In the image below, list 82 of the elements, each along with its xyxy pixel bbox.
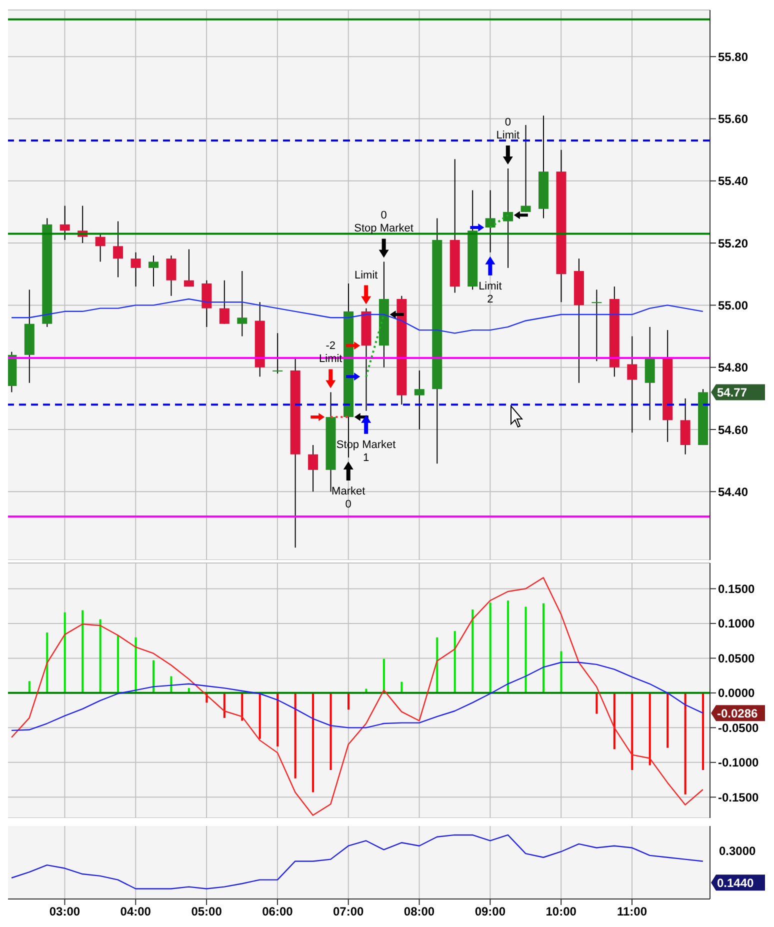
bar — [648, 692, 651, 766]
x-tick-label: 04:00 — [120, 904, 152, 919]
bar — [560, 651, 562, 693]
candlestick — [237, 270, 248, 337]
candlestick — [166, 254, 176, 296]
candlestick — [148, 254, 158, 288]
bar — [596, 692, 598, 714]
y-tick-label: -0.1000 — [718, 756, 760, 770]
bar — [454, 631, 456, 693]
candlestick — [113, 220, 124, 278]
candlestick — [272, 332, 283, 374]
x-tick-label: 09:00 — [474, 904, 506, 919]
annotation: Market 0 — [332, 485, 366, 510]
candlestick — [184, 248, 194, 288]
x-tick-label: 08:00 — [404, 904, 435, 919]
line-series — [10, 662, 704, 732]
annotation: Limit — [354, 269, 378, 282]
bar — [28, 681, 30, 693]
text: 0.1440 — [717, 876, 754, 890]
candlestick — [414, 370, 424, 430]
x-tick-label: 07:00 — [333, 904, 364, 919]
bar — [524, 606, 527, 693]
x-tick-label: 03:00 — [49, 904, 80, 919]
y-tick-label: 54.40 — [718, 484, 748, 499]
y-tick-label: 54.60 — [718, 422, 748, 437]
bar — [382, 658, 385, 693]
y-tick-label: 0.0000 — [718, 686, 756, 700]
annotation: Limit 2 — [478, 280, 502, 306]
x-tick-label: 05:00 — [191, 904, 222, 919]
candlestick — [60, 205, 70, 240]
bar — [666, 692, 669, 748]
bar — [613, 692, 616, 750]
bar — [82, 610, 84, 693]
candlestick — [503, 168, 514, 268]
candlestick — [592, 289, 602, 362]
bar — [276, 692, 279, 746]
bar — [152, 660, 154, 693]
bar — [542, 603, 544, 693]
y-tick-label: 54.80 — [718, 360, 748, 375]
bar — [489, 602, 492, 693]
bar — [348, 692, 350, 710]
candlestick — [485, 190, 496, 253]
bar — [258, 692, 261, 739]
x-tick-label: 06:00 — [262, 904, 294, 919]
y-tick-label: 55.60 — [718, 112, 748, 126]
bar — [330, 692, 332, 770]
x-tick-label: 10:00 — [546, 904, 577, 919]
bar — [684, 692, 686, 794]
bar — [46, 632, 48, 693]
y-tick-label: 0.1000 — [718, 616, 756, 631]
bar — [507, 600, 510, 693]
bar — [134, 637, 137, 693]
y-tick-label: 55.00 — [718, 298, 748, 312]
y-tick-label: -0.0500 — [718, 720, 760, 735]
candlestick — [219, 280, 230, 324]
bar — [702, 692, 704, 770]
candlestick — [520, 124, 531, 212]
y-tick-label: -0.1500 — [718, 790, 760, 804]
y-tick-label: 0.1500 — [718, 582, 756, 596]
bar — [312, 692, 314, 792]
annotation: 0 Limit — [496, 116, 520, 142]
bar — [472, 610, 474, 693]
y-tick-label: 55.40 — [718, 174, 748, 188]
bar — [631, 692, 634, 770]
text: 0.3000 — [719, 844, 756, 858]
candlestick — [95, 233, 106, 262]
y-tick-label: 0.0500 — [718, 651, 756, 666]
y-tick-label: 55.20 — [718, 236, 748, 250]
candlestick — [627, 336, 638, 434]
annotation: 0 Stop Market — [354, 210, 414, 235]
line-series — [10, 576, 704, 816]
text: -0.0286 — [717, 706, 758, 721]
candlestick — [308, 444, 318, 492]
bar — [400, 682, 403, 693]
bar — [117, 635, 120, 693]
bar — [99, 619, 102, 693]
x-tick-label: 11:00 — [616, 904, 648, 919]
y-tick-label: 55.80 — [718, 50, 748, 64]
candlestick — [130, 252, 141, 288]
bar — [436, 637, 438, 693]
text: 54.77 — [717, 386, 748, 400]
bar — [294, 692, 296, 778]
